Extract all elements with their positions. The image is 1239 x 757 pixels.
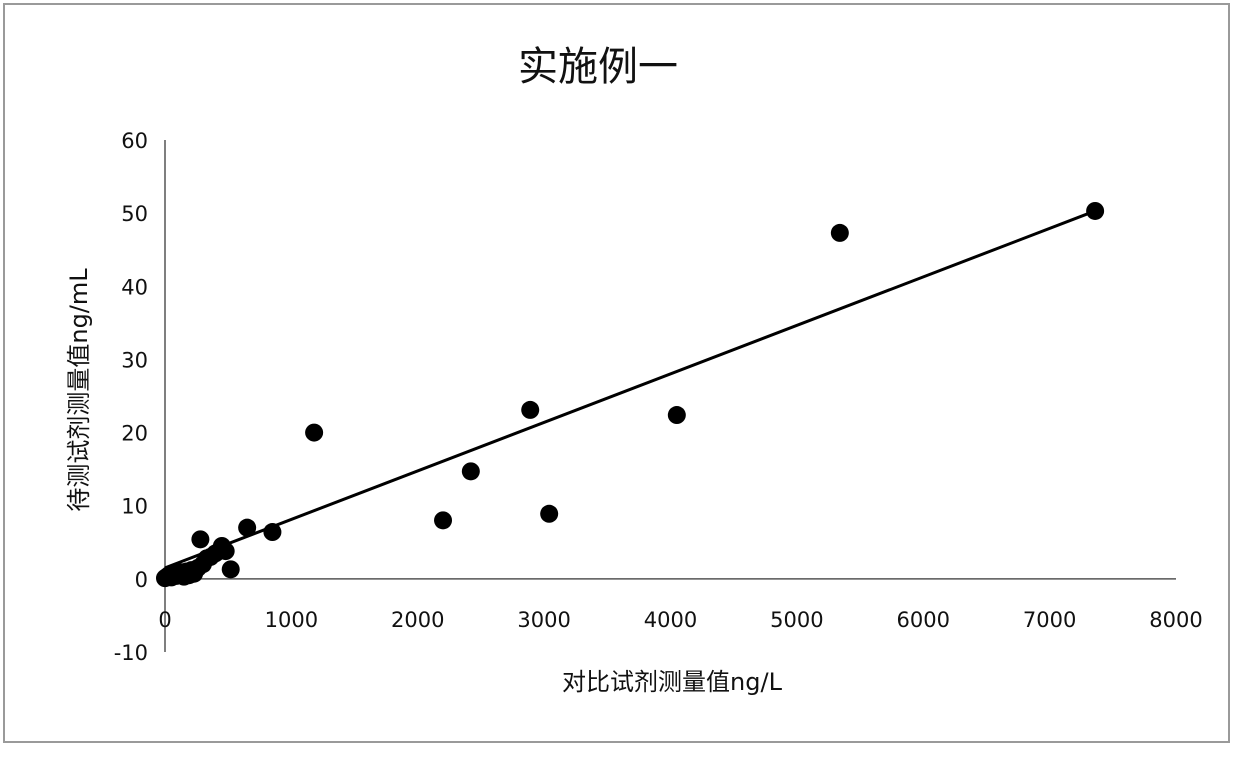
x-tick-label: 6000	[897, 608, 950, 632]
x-tick-label: 0	[158, 608, 171, 632]
data-point	[217, 542, 235, 560]
data-point	[462, 462, 480, 480]
y-tick-label: 30	[121, 348, 148, 372]
y-tick-label: 10	[121, 495, 148, 519]
x-axis-title: 对比试剂测量值ng/L	[562, 668, 783, 696]
x-tick-label: 5000	[770, 608, 823, 632]
data-point	[305, 424, 323, 442]
data-point	[521, 401, 539, 419]
x-tick-label: 4000	[644, 608, 697, 632]
data-point	[222, 560, 240, 578]
data-point	[668, 406, 686, 424]
y-tick-label: 60	[121, 129, 148, 153]
chart-title: 实施例一	[518, 44, 678, 90]
data-point	[191, 530, 209, 548]
x-tick-label: 7000	[1023, 608, 1076, 632]
y-tick-label: 20	[121, 422, 148, 446]
data-point	[434, 511, 452, 529]
data-point	[540, 505, 558, 523]
x-tick-label: 3000	[517, 608, 570, 632]
data-point	[263, 523, 281, 541]
data-point	[238, 519, 256, 537]
y-tick-label: 50	[121, 202, 148, 226]
data-point	[1086, 202, 1104, 220]
data-point	[831, 224, 849, 242]
y-axis-title: 待测试剂测量值ng/mL	[65, 268, 93, 512]
y-tick-label: 40	[121, 275, 148, 299]
x-tick-label: 8000	[1149, 608, 1202, 632]
x-tick-label: 2000	[391, 608, 444, 632]
y-tick-label: -10	[114, 641, 148, 665]
y-tick-label: 0	[135, 568, 148, 592]
x-tick-label: 1000	[265, 608, 318, 632]
